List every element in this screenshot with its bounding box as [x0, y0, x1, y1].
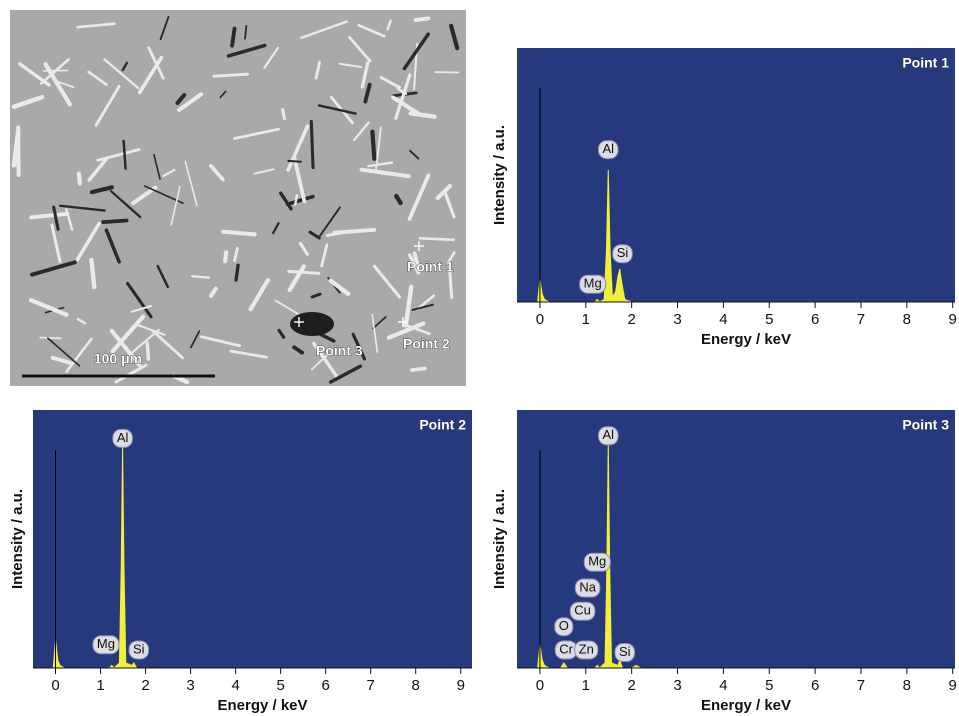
- point-label: Point 1: [407, 259, 454, 275]
- y-axis-label: Intensity / a.u.: [491, 489, 508, 589]
- peak-label: O: [559, 618, 569, 633]
- peak-label: Si: [617, 245, 629, 260]
- plot-background: [517, 410, 955, 668]
- peak-label: Cu: [574, 603, 591, 618]
- x-tick-label: 5: [765, 677, 773, 694]
- peak-label: Al: [117, 430, 129, 445]
- sem-particle: [214, 74, 247, 76]
- y-axis-label: Intensity / a.u.: [491, 125, 508, 225]
- x-tick-label: 4: [231, 677, 239, 694]
- x-tick-label: 0: [536, 677, 544, 694]
- x-tick-label: 3: [186, 677, 194, 694]
- x-axis-label: Energy / keV: [701, 697, 791, 714]
- spectrum-panel: 0 1 2 3 4 5 6 7 8 9 Energy / keV Intensity / a.u. Po…: [9, 410, 472, 714]
- sem-particle: [311, 121, 313, 167]
- x-tick-label: 3: [673, 311, 681, 328]
- sem-image: Point 1 Point 2 Point 3 100 μm: [10, 10, 466, 386]
- x-tick-label: 4: [719, 311, 727, 328]
- peak-label: Al: [602, 141, 614, 156]
- sem-particle: [40, 338, 61, 339]
- point-label: Point 3: [316, 343, 363, 359]
- sem-particle: [192, 276, 209, 277]
- point-label: Point 2: [403, 336, 450, 352]
- panel-title: Point 2: [419, 417, 466, 433]
- sem-particle: [91, 260, 94, 287]
- x-tick-label: 4: [719, 677, 727, 694]
- x-axis-label: Energy / keV: [217, 697, 307, 714]
- sem-particle: [283, 109, 285, 118]
- peak-label: Cr: [559, 641, 573, 656]
- sem-particle: [412, 368, 425, 370]
- sem-particle: [288, 161, 301, 162]
- x-tick-label: 9: [949, 311, 957, 328]
- x-tick-label: 3: [673, 677, 681, 694]
- peak-label: Mg: [588, 554, 606, 569]
- x-tick-label: 8: [903, 677, 911, 694]
- x-tick-label: 6: [321, 677, 329, 694]
- peak-label: Zn: [579, 641, 594, 656]
- plot-background: [33, 410, 472, 668]
- x-tick-label: 0: [51, 677, 59, 694]
- x-tick-label: 2: [627, 677, 635, 694]
- sem-particle: [147, 343, 148, 359]
- x-tick-label: 7: [857, 311, 865, 328]
- x-axis-label: Energy / keV: [701, 331, 791, 348]
- y-axis-label: Intensity / a.u.: [9, 489, 26, 589]
- x-tick-label: 5: [765, 311, 773, 328]
- x-tick-label: 1: [96, 677, 104, 694]
- panel-title: Point 1: [902, 55, 949, 71]
- x-tick-label: 1: [582, 311, 590, 328]
- x-tick-label: 7: [367, 677, 375, 694]
- peak-label: Mg: [584, 276, 602, 291]
- spectrum-panel: 0 1 2 3 4 5 6 7 8 9 Energy / keV Intensity / a.u. Po…: [491, 48, 957, 348]
- peak-label: Na: [579, 579, 596, 594]
- sem-particle: [415, 18, 428, 20]
- x-tick-label: 9: [457, 677, 465, 694]
- sem-particle: [223, 232, 254, 235]
- x-tick-label: 8: [903, 311, 911, 328]
- plot-background: [517, 48, 955, 302]
- x-tick-label: 9: [949, 677, 957, 694]
- panel-title: Point 3: [902, 417, 949, 433]
- peak-label: Al: [602, 427, 614, 442]
- x-tick-label: 1: [582, 677, 590, 694]
- sem-particle: [103, 220, 127, 222]
- sem-particle: [372, 132, 374, 159]
- x-tick-label: 5: [276, 677, 284, 694]
- x-tick-label: 2: [627, 311, 635, 328]
- sem-particle: [295, 196, 297, 205]
- sem-particle: [420, 238, 454, 239]
- x-tick-label: 6: [811, 311, 819, 328]
- peak-label: Si: [133, 641, 145, 656]
- x-tick-label: 6: [811, 677, 819, 694]
- peak-label: Mg: [97, 636, 115, 651]
- x-tick-label: 8: [412, 677, 420, 694]
- sem-pore: [290, 312, 334, 336]
- x-tick-label: 0: [536, 311, 544, 328]
- x-tick-label: 2: [141, 677, 149, 694]
- figure: Point 1 Point 2 Point 3 100 μm 0 1 2 3 4 5 6 7 8…: [0, 0, 959, 716]
- sem-particle: [225, 252, 226, 261]
- peak-label: Si: [619, 644, 631, 659]
- x-tick-label: 7: [857, 677, 865, 694]
- sem-particle: [289, 271, 319, 273]
- sem-particle: [232, 29, 234, 46]
- scale-bar-label: 100 μm: [94, 351, 142, 367]
- sem-particle: [236, 265, 238, 280]
- spectrum-panel: 0 1 2 3 4 5 6 7 8 9 Energy / keV Intensity / a.u. Po…: [491, 410, 957, 714]
- sem-particle: [79, 174, 80, 184]
